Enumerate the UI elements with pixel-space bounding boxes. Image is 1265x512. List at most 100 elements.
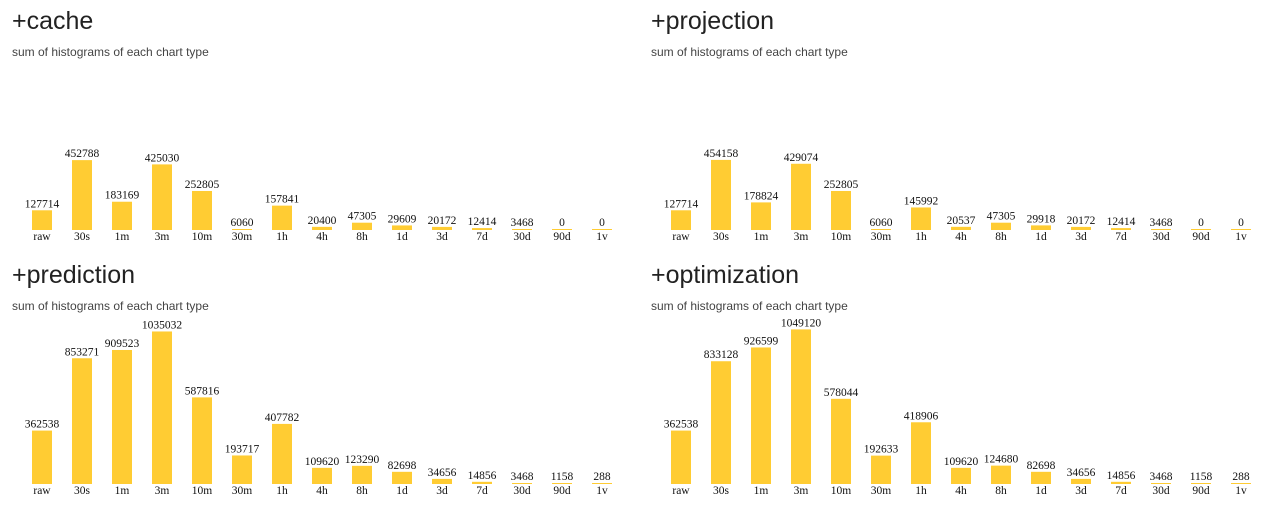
- bar-value-label: 82698: [388, 460, 417, 472]
- bar-value-label: 12414: [468, 216, 497, 228]
- chart-panel-optimization: +optimization sum of histograms of each …: [651, 254, 1261, 508]
- bar-value-label: 362538: [25, 419, 60, 431]
- bar-value-label: 157841: [265, 194, 300, 206]
- bar-value-label: 82698: [1027, 460, 1056, 472]
- category-label: 3m: [155, 485, 170, 497]
- bar-value-label: 14856: [468, 470, 497, 482]
- bar-value-label: 0: [599, 217, 605, 229]
- bar-30d: [1151, 483, 1171, 484]
- category-label: 90d: [553, 231, 571, 243]
- bar-value-label: 288: [1232, 471, 1250, 483]
- category-label: 90d: [1192, 231, 1210, 243]
- bar-value-label: 6060: [870, 217, 893, 229]
- bar-1v: [1231, 483, 1251, 484]
- bar-3d: [1071, 226, 1091, 230]
- category-label: 30s: [74, 231, 91, 243]
- bar-value-label: 407782: [265, 412, 300, 424]
- bar-30s: [711, 361, 731, 484]
- bar-raw: [671, 210, 691, 230]
- bar-value-label: 3468: [511, 471, 534, 483]
- bar-value-label: 20537: [947, 215, 976, 227]
- bar-1d: [1031, 471, 1051, 484]
- bar-value-label: 29918: [1027, 213, 1056, 225]
- bar-3m: [152, 164, 172, 230]
- bar-7d: [1111, 228, 1131, 230]
- bar-10m: [192, 397, 212, 484]
- bar-value-label: 20172: [428, 215, 457, 227]
- category-label: 8h: [995, 485, 1007, 497]
- bar-1h: [911, 207, 931, 230]
- category-label: 3d: [1075, 231, 1087, 243]
- chart-title: +projection: [651, 7, 774, 35]
- category-label: 30m: [232, 231, 253, 243]
- bar-chart: 127714 raw 452788 30s 183169 1m 425030 3m 252805…: [25, 148, 612, 243]
- bar-value-label: 3468: [1150, 217, 1173, 229]
- bar-7d: [472, 228, 492, 230]
- bar-value-label: 429074: [784, 152, 819, 164]
- bar-30d: [1151, 229, 1171, 230]
- category-label: 30s: [713, 231, 730, 243]
- bar-value-label: 34656: [1067, 467, 1096, 479]
- bar-1h: [911, 422, 931, 484]
- bar-chart: 127714 raw 454158 30s 178824 1m 429074 3m 252805…: [664, 148, 1251, 243]
- category-label: 30s: [74, 485, 91, 497]
- category-label: 1h: [276, 231, 288, 243]
- category-label: 3d: [1075, 485, 1087, 497]
- bar-4h: [951, 226, 971, 230]
- chart-panel-prediction: +prediction sum of histograms of each ch…: [12, 254, 622, 508]
- bar-30s: [711, 159, 731, 230]
- bar-30s: [72, 358, 92, 484]
- category-label: 4h: [316, 485, 328, 497]
- category-label: 30d: [513, 231, 531, 243]
- bar-value-label: 47305: [348, 211, 377, 223]
- bar-1d: [1031, 225, 1051, 230]
- bar-8h: [991, 222, 1011, 230]
- bar-value-label: 29609: [388, 213, 417, 225]
- bar-chart: 362538 raw 833128 30s 926599 1m 1049120 3m 57804…: [664, 317, 1251, 497]
- category-label: 1m: [754, 231, 769, 243]
- category-label: 7d: [1115, 485, 1127, 497]
- bar-value-label: 362538: [664, 419, 699, 431]
- bar-value-label: 909523: [105, 338, 140, 350]
- bar-7d: [1111, 481, 1131, 484]
- category-label: 1d: [1035, 485, 1047, 497]
- bar-30d: [512, 483, 532, 484]
- category-label: 1h: [276, 485, 288, 497]
- bar-10m: [192, 190, 212, 230]
- category-label: 4h: [316, 231, 328, 243]
- category-label: 10m: [831, 485, 852, 497]
- bar-3d: [432, 478, 452, 484]
- bar-3m: [791, 163, 811, 230]
- category-label: 8h: [356, 485, 368, 497]
- bar-1m: [112, 201, 132, 230]
- bar-7d: [472, 481, 492, 484]
- bar-value-label: 288: [593, 471, 611, 483]
- bar-value-label: 3468: [511, 217, 534, 229]
- bar-value-label: 123290: [345, 454, 380, 466]
- bar-value-label: 452788: [65, 148, 100, 160]
- bar-value-label: 109620: [305, 456, 340, 468]
- category-label: 4h: [955, 231, 967, 243]
- category-label: 1h: [915, 485, 927, 497]
- category-label: 4h: [955, 485, 967, 497]
- bar-value-label: 0: [1238, 217, 1244, 229]
- bar-90d: [552, 483, 572, 484]
- bar-4h: [951, 467, 971, 484]
- chart-subtitle: sum of histograms of each chart type: [12, 299, 209, 313]
- bar-30m: [232, 455, 252, 484]
- category-label: 10m: [192, 485, 213, 497]
- bar-value-label: 1049120: [781, 317, 822, 329]
- bar-value-label: 252805: [185, 179, 220, 191]
- category-label: 3d: [436, 485, 448, 497]
- chart-subtitle: sum of histograms of each chart type: [12, 45, 209, 59]
- bar-value-label: 109620: [944, 456, 979, 468]
- category-label: 30m: [871, 485, 892, 497]
- bar-1m: [751, 202, 771, 230]
- bar-value-label: 418906: [904, 410, 939, 422]
- category-label: 1d: [396, 485, 408, 497]
- bar-value-label: 47305: [987, 211, 1016, 223]
- category-label: 90d: [553, 485, 571, 497]
- category-label: 7d: [476, 231, 488, 243]
- category-label: 8h: [356, 231, 368, 243]
- chart-panel-projection: +projection sum of histograms of each ch…: [651, 0, 1261, 254]
